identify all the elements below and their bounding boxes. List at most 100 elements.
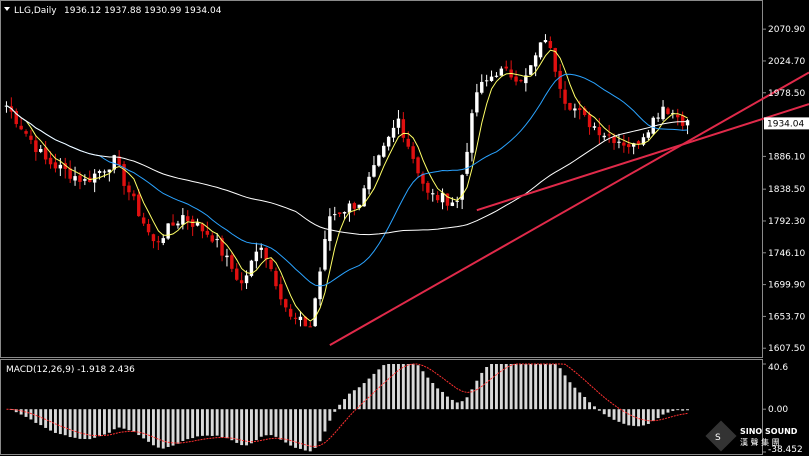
candle-body xyxy=(646,132,651,138)
ohlc-readout: 1936.12 1937.88 1930.99 1934.04 xyxy=(64,6,222,16)
candle-body xyxy=(636,141,641,145)
macd-panel-frame xyxy=(0,359,763,455)
price-tick-label: 1746.10 xyxy=(768,249,805,259)
candle-body xyxy=(117,156,121,166)
candle-body xyxy=(122,164,126,186)
candle-body xyxy=(318,271,322,300)
logo-brand: SINO SOUND xyxy=(740,427,798,436)
candle-body xyxy=(612,136,616,144)
price-axis: 2070.90 2024.70 1978.50 1886.10 1838.50 1792.… xyxy=(762,25,805,354)
candle-body xyxy=(259,247,263,250)
candle-body xyxy=(97,171,102,173)
candle-body xyxy=(313,298,317,327)
candle-body xyxy=(666,108,670,114)
price-tick-label: 2024.70 xyxy=(768,57,805,67)
candle-body xyxy=(362,188,366,207)
candle-body xyxy=(627,144,631,148)
candle-body xyxy=(617,141,621,143)
candle-body xyxy=(73,176,77,181)
candle-body xyxy=(494,75,499,77)
candle-body xyxy=(440,192,445,203)
candle-body xyxy=(166,223,170,239)
candle-body xyxy=(631,143,636,147)
candle-body xyxy=(254,251,259,262)
candle-body xyxy=(53,162,58,169)
candle-body xyxy=(578,108,582,111)
candle-body xyxy=(146,223,151,233)
macd-tick-label: -38.452 xyxy=(768,445,803,455)
candle-body xyxy=(382,145,386,157)
candle-body xyxy=(239,280,244,284)
candle-body xyxy=(34,140,38,153)
price-panel-frame xyxy=(0,0,763,358)
dropdown-triangle-icon[interactable] xyxy=(4,7,10,11)
macd-label: MACD(12,26,9) -1.918 2.436 xyxy=(6,365,135,375)
ma60-line xyxy=(6,105,688,236)
candle-body xyxy=(529,65,533,75)
candle-body xyxy=(470,113,474,153)
candle-body xyxy=(475,92,479,113)
candle-body xyxy=(587,114,592,128)
candle-body xyxy=(298,316,303,321)
candle-body xyxy=(14,111,18,125)
price-tick-label: 1838.50 xyxy=(768,185,805,195)
candle-body xyxy=(499,68,504,76)
price-tick-label: 1653.70 xyxy=(768,312,805,322)
candle-body xyxy=(352,203,357,209)
chart-header: LLG,Daily 1936.12 1937.88 1930.99 1934.0… xyxy=(4,6,222,16)
candle-body xyxy=(421,173,425,184)
candle-body xyxy=(455,200,459,202)
candle-body xyxy=(308,326,312,328)
candle-body xyxy=(553,48,557,72)
candle-body xyxy=(200,223,205,232)
candle-body xyxy=(107,169,112,173)
candle-body xyxy=(190,219,195,227)
candle-body xyxy=(538,42,543,58)
candle-body xyxy=(279,284,283,300)
last-price-tag: 1934.04 xyxy=(764,117,809,130)
macd-signal-line xyxy=(6,363,688,448)
candle-body xyxy=(293,317,298,319)
candle-body xyxy=(656,117,660,119)
candle-body xyxy=(592,126,597,128)
candle-body xyxy=(460,175,464,200)
candlestick-series xyxy=(4,34,690,328)
candle-body xyxy=(102,171,107,173)
candle-body xyxy=(357,204,361,208)
signal-line xyxy=(6,363,688,448)
candle-body xyxy=(602,135,606,138)
price-tick-label: 1978.50 xyxy=(768,89,805,99)
candle-body xyxy=(333,214,337,216)
macd-tick-label: 40.6 xyxy=(768,363,788,373)
candle-body xyxy=(573,108,577,111)
candle-body xyxy=(680,115,685,126)
trendline-upper xyxy=(329,71,809,346)
trendlines xyxy=(329,71,809,346)
candle-body xyxy=(582,108,587,116)
candle-body xyxy=(386,136,391,147)
candle-body xyxy=(480,81,484,93)
candle-body xyxy=(48,157,53,165)
candle-body xyxy=(156,241,161,243)
candle-body xyxy=(685,120,690,126)
candle-body xyxy=(244,275,249,284)
candle-body xyxy=(264,247,268,260)
candle-body xyxy=(484,80,489,82)
candle-body xyxy=(641,137,646,145)
candle-body xyxy=(24,131,28,134)
macd-axis: 40.6 0.00 -38.452 xyxy=(762,363,803,455)
price-tick-label: 2070.90 xyxy=(768,25,805,35)
price-tick-label: 1699.90 xyxy=(768,281,805,291)
candle-body xyxy=(337,212,342,215)
candle-body xyxy=(43,147,48,160)
candle-body xyxy=(235,268,239,280)
candle-body xyxy=(171,222,175,226)
candle-body xyxy=(141,217,146,224)
candle-body xyxy=(548,41,553,49)
candle-body xyxy=(225,255,229,258)
candle-body xyxy=(58,164,63,169)
candle-body xyxy=(431,193,435,195)
candle-body xyxy=(676,114,680,118)
candle-body xyxy=(568,102,572,110)
candle-body xyxy=(401,119,406,138)
